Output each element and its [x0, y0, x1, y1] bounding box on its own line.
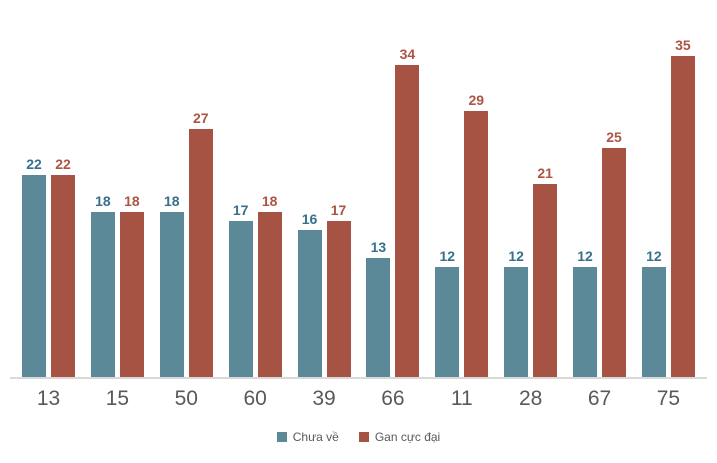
category-label: 66	[381, 387, 405, 410]
bar-group: 12 21	[504, 0, 558, 377]
value-label: 17	[330, 202, 347, 218]
bar-chua-ve[interactable]	[641, 267, 666, 377]
bar-gan-cuc-dai[interactable]	[119, 212, 144, 377]
bar-chua-ve[interactable]	[159, 212, 184, 377]
bar-column-chua-ve: 12	[573, 0, 597, 377]
category-label: 67	[587, 387, 612, 410]
bar-group: 12 25	[573, 0, 626, 377]
category-label: 60	[243, 387, 267, 410]
x-axis-line	[10, 377, 707, 379]
legend-item-gan-cuc-dai: Gan cực đại	[358, 430, 441, 444]
bar-column-chua-ve: 18	[159, 0, 184, 377]
bar-column-gan-cuc-dai: 22	[51, 0, 75, 377]
legend-label: Chưa về	[292, 430, 339, 444]
bar-column-gan-cuc-dai: 25	[602, 0, 626, 377]
bar-group: 12 35	[641, 0, 695, 377]
bar-column-chua-ve: 13	[366, 0, 391, 377]
bar-chua-ve[interactable]	[297, 230, 322, 377]
bar-chua-ve[interactable]	[90, 212, 115, 377]
legend: Chưa về Gan cực đại	[0, 430, 717, 444]
value-label: 12	[577, 248, 593, 264]
bar-column-chua-ve: 18	[90, 0, 115, 377]
legend-label: Gan cực đại	[374, 430, 441, 444]
bar-gan-cuc-dai[interactable]	[257, 212, 282, 377]
bar-group: 13 34	[366, 0, 420, 377]
bar-column-gan-cuc-dai: 35	[670, 0, 695, 377]
bar-column-gan-cuc-dai: 18	[257, 0, 282, 377]
bar-chua-ve[interactable]	[366, 258, 391, 377]
value-label: 21	[537, 165, 553, 181]
bar-group: 12 29	[435, 0, 489, 377]
bar-chua-ve[interactable]	[573, 267, 597, 377]
value-label: 18	[124, 193, 140, 209]
value-label: 12	[439, 248, 456, 264]
bar-gan-cuc-dai[interactable]	[670, 56, 695, 377]
bar-gan-cuc-dai[interactable]	[602, 148, 626, 377]
value-label: 22	[55, 156, 71, 172]
bar-gan-cuc-dai[interactable]	[326, 221, 351, 377]
value-label: 27	[192, 110, 209, 126]
value-label: 12	[646, 248, 662, 264]
value-label: 16	[301, 211, 318, 227]
legend-item-chua-ve: Chưa về	[276, 430, 339, 444]
bar-column-chua-ve: 12	[641, 0, 666, 377]
bar-gan-cuc-dai[interactable]	[395, 65, 420, 377]
value-label: 29	[468, 92, 485, 108]
bar-chua-ve[interactable]	[228, 221, 253, 377]
bar-column-chua-ve: 17	[228, 0, 253, 377]
bar-gan-cuc-dai[interactable]	[533, 184, 558, 377]
plot-area: 22 22 18 18 18 27 17 18 16 17 13 34 12 29 12 21 12 25 12 35	[22, 0, 695, 377]
bar-group: 16 17	[297, 0, 351, 377]
x-axis-labels: 13 15 50 60 39 66 11 28 67 75	[0, 387, 717, 411]
bar-column-gan-cuc-dai: 27	[188, 0, 213, 377]
value-label: 18	[163, 193, 180, 209]
bar-gan-cuc-dai[interactable]	[188, 129, 213, 377]
category-label: 15	[105, 387, 130, 410]
value-label: 34	[399, 46, 416, 62]
bar-chua-ve[interactable]	[504, 267, 529, 377]
category-label: 75	[656, 387, 681, 410]
legend-swatch-icon	[358, 432, 369, 442]
bar-column-chua-ve: 12	[435, 0, 460, 377]
value-label: 18	[261, 193, 278, 209]
bar-gan-cuc-dai[interactable]	[464, 111, 489, 377]
bar-group: 17 18	[228, 0, 282, 377]
bar-chua-ve[interactable]	[22, 175, 46, 377]
value-label: 35	[675, 37, 691, 53]
value-label: 22	[26, 156, 42, 172]
category-label: 28	[518, 387, 543, 410]
bar-column-chua-ve: 12	[504, 0, 529, 377]
value-label: 25	[606, 129, 622, 145]
bar-column-gan-cuc-dai: 18	[119, 0, 144, 377]
bar-group: 18 27	[159, 0, 213, 377]
category-label: 50	[174, 387, 198, 410]
bar-column-chua-ve: 22	[22, 0, 46, 377]
legend-swatch-icon	[276, 432, 287, 442]
category-label: 13	[36, 387, 61, 410]
bar-chua-ve[interactable]	[435, 267, 460, 377]
bar-column-gan-cuc-dai: 21	[533, 0, 558, 377]
bar-gan-cuc-dai[interactable]	[51, 175, 75, 377]
bar-column-gan-cuc-dai: 17	[326, 0, 351, 377]
value-label: 18	[95, 193, 111, 209]
value-label: 17	[232, 202, 249, 218]
bar-group: 18 18	[90, 0, 144, 377]
value-label: 12	[508, 248, 524, 264]
bar-column-gan-cuc-dai: 29	[464, 0, 489, 377]
bar-column-chua-ve: 16	[297, 0, 322, 377]
bar-group: 22 22	[22, 0, 75, 377]
value-label: 13	[370, 239, 387, 255]
bar-column-gan-cuc-dai: 34	[395, 0, 420, 377]
category-label: 11	[450, 387, 473, 410]
category-label: 39	[312, 387, 336, 410]
